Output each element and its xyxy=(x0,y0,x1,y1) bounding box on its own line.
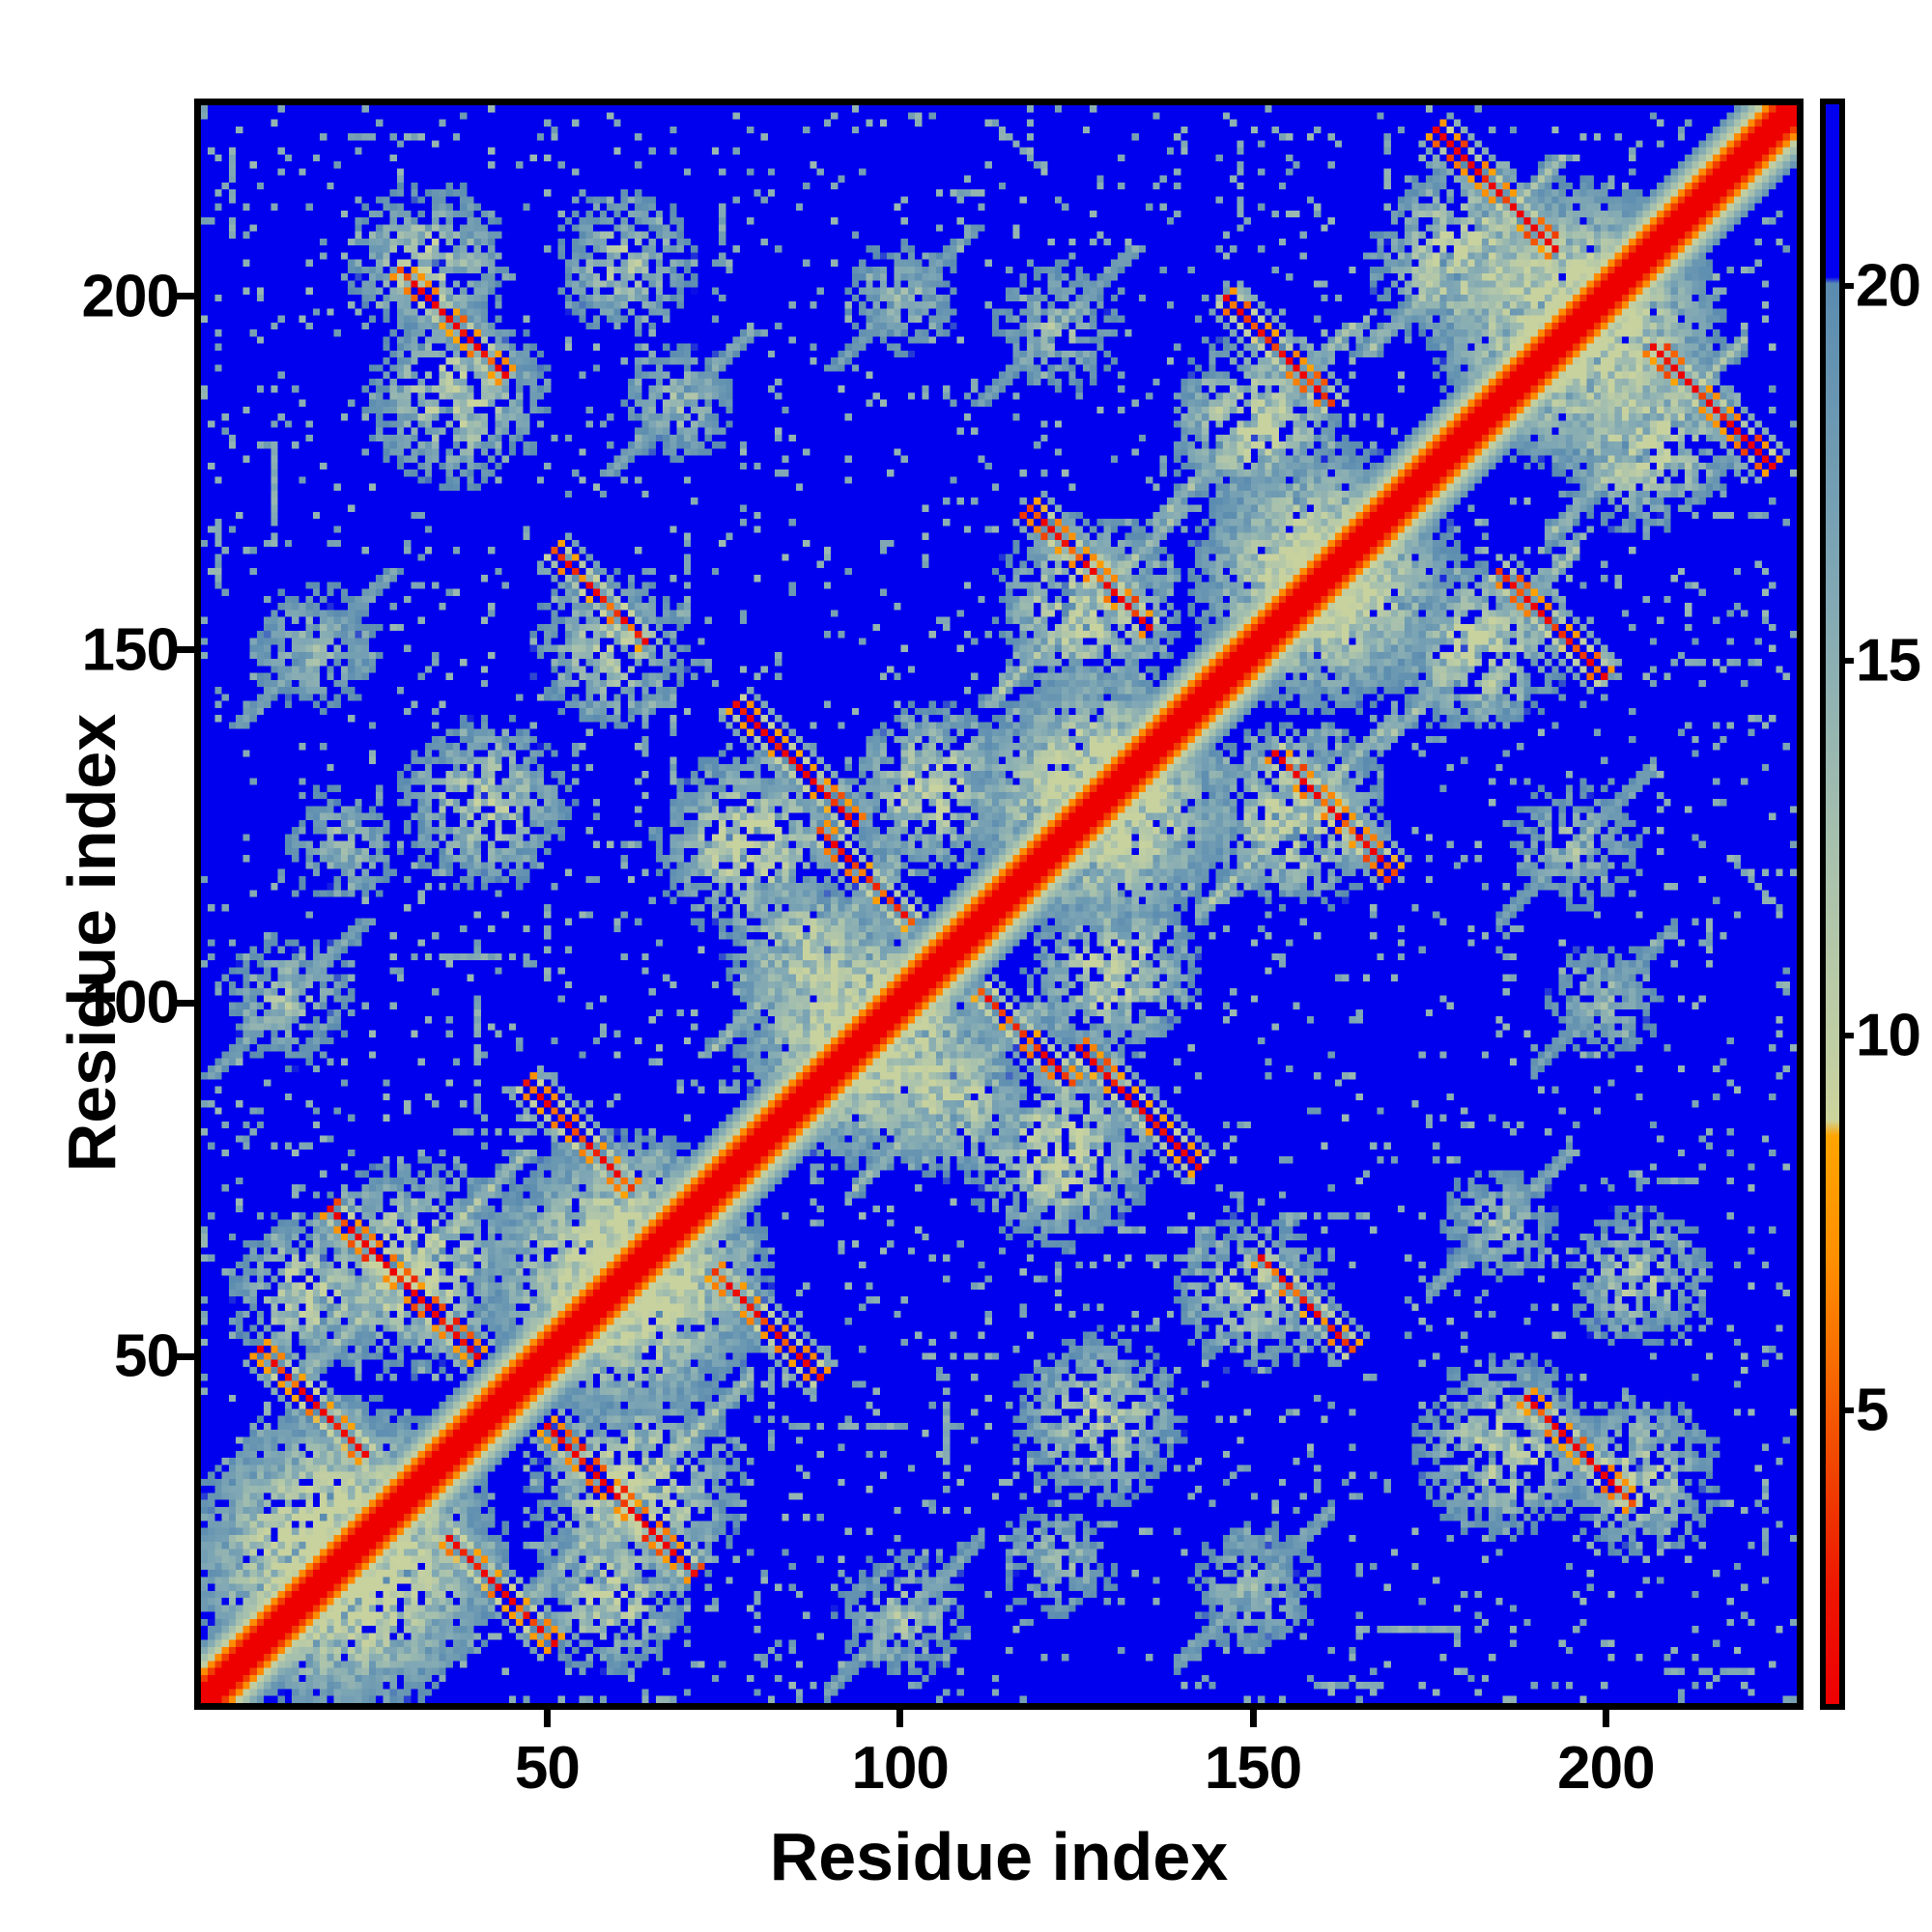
x-axis-tick-label: 100 xyxy=(851,1735,949,1802)
y-axis-tick xyxy=(177,1352,194,1360)
x-axis-tick xyxy=(1249,1710,1257,1727)
colorbar-tick xyxy=(1841,657,1854,664)
x-axis-title: Residue index xyxy=(769,1819,1229,1894)
y-axis-tick-label: 50 xyxy=(114,1322,180,1390)
y-axis-tick xyxy=(177,293,194,300)
x-axis-tick xyxy=(896,1710,904,1727)
heatmap-plot-area xyxy=(194,99,1804,1710)
x-axis-tick xyxy=(1602,1710,1609,1727)
colorbar-tick-label: 15 xyxy=(1856,627,1921,695)
x-axis-tick-label: 50 xyxy=(514,1735,581,1802)
colorbar-tick xyxy=(1841,1406,1854,1413)
residue-distance-heatmap xyxy=(201,105,1797,1703)
y-axis-title: Residue index xyxy=(54,713,129,1173)
colorbar-tick xyxy=(1841,282,1854,289)
colorbar-tick-label: 5 xyxy=(1856,1377,1889,1444)
y-axis-tick xyxy=(177,999,194,1007)
colorbar-tick xyxy=(1841,1032,1854,1038)
x-axis-tick-label: 150 xyxy=(1204,1735,1302,1802)
colorbar-tick-label: 10 xyxy=(1856,1002,1921,1069)
y-axis-tick-label: 150 xyxy=(81,616,180,684)
colorbar xyxy=(1820,99,1845,1710)
colorbar-gradient xyxy=(1826,104,1839,1704)
x-axis-tick-label: 200 xyxy=(1557,1735,1655,1802)
x-axis-tick xyxy=(543,1710,551,1727)
y-axis-tick-label: 200 xyxy=(81,263,180,330)
y-axis-tick xyxy=(177,646,194,654)
y-axis-tick-label: 100 xyxy=(81,969,180,1037)
colorbar-tick-label: 20 xyxy=(1856,252,1921,320)
